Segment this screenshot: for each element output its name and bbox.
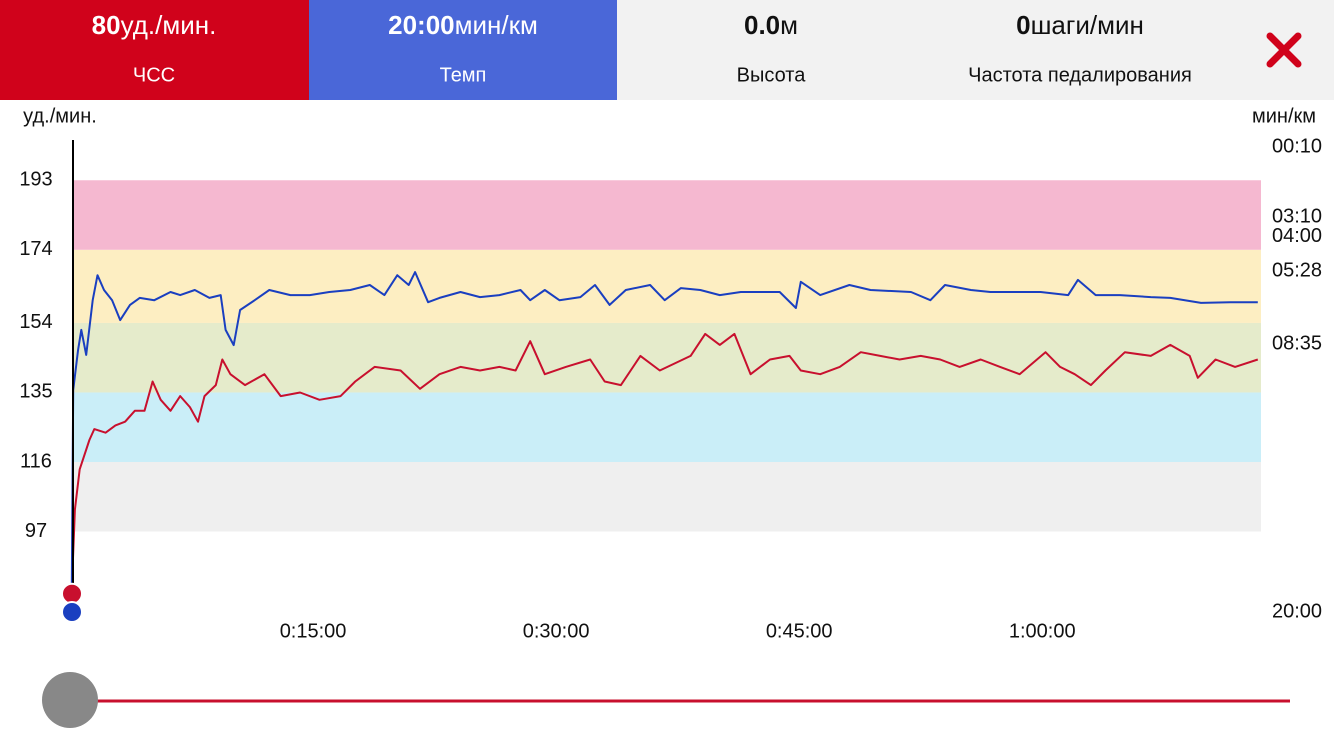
tile-label: ЧСС: [133, 64, 175, 86]
cursor-dot: [61, 582, 83, 605]
cursor-dot: [61, 601, 83, 623]
hr-zone: [72, 249, 1261, 323]
y-tick-label: 97: [25, 520, 47, 542]
tile-number: 80: [92, 10, 121, 40]
header-tile: [0, 0, 309, 100]
y2-axis-label: мин/км: [1252, 105, 1316, 127]
tile-value: 80уд./мин.: [92, 10, 217, 40]
y2-tick-label: 05:28: [1272, 260, 1322, 282]
slider-thumb[interactable]: [42, 672, 98, 728]
header-tile: [617, 0, 925, 100]
tile-number: 0: [1016, 10, 1030, 40]
tile-value: 0.0м: [744, 10, 798, 40]
tile-number: 20:00: [388, 10, 455, 40]
y2-tick-label: 20:00: [1272, 600, 1322, 622]
close-button[interactable]: [1266, 32, 1302, 68]
tile-unit: мин/км: [455, 10, 538, 40]
y2-tick-label: 04:00: [1272, 225, 1322, 247]
y-tick-label: 154: [19, 311, 52, 333]
x-tick-label: 0:15:00: [280, 620, 347, 642]
x-tick-label: 1:00:00: [1009, 620, 1076, 642]
tile-value: 0шаги/мин: [1016, 10, 1144, 40]
series-line: [70, 271, 1258, 613]
series-line: [70, 332, 1259, 594]
tile-label: Высота: [737, 64, 807, 86]
slider[interactable]: [42, 672, 1290, 728]
tile-number: 0.0: [744, 10, 780, 40]
y2-tick-label: 03:10: [1272, 206, 1322, 228]
header-tile: [309, 0, 617, 100]
y-tick-label: 116: [20, 450, 52, 472]
x-tick-label: 0:30:00: [523, 620, 590, 642]
tile-value: 20:00мин/км: [388, 10, 538, 40]
y-axis-label: уд./мин.: [23, 105, 97, 127]
header-tile: [925, 0, 1334, 100]
x-tick-label: 0:45:00: [766, 620, 833, 642]
y2-tick-label: 00:10: [1272, 135, 1322, 157]
y-tick-label: 135: [19, 381, 52, 403]
tile-label: Темп: [440, 64, 487, 86]
close-icon[interactable]: [1266, 32, 1302, 68]
hr-zone: [72, 461, 1261, 532]
tile-unit: м: [780, 10, 798, 40]
y-tick-label: 174: [19, 238, 52, 260]
tile-unit: шаги/мин: [1031, 10, 1144, 40]
hr-zone: [72, 392, 1261, 462]
tile-label: Частота педалирования: [968, 64, 1192, 86]
y-tick-label: 193: [19, 169, 52, 191]
y2-tick-label: 08:35: [1272, 333, 1322, 355]
tile-unit: уд./мин.: [121, 10, 217, 40]
hr-zone: [72, 180, 1261, 250]
